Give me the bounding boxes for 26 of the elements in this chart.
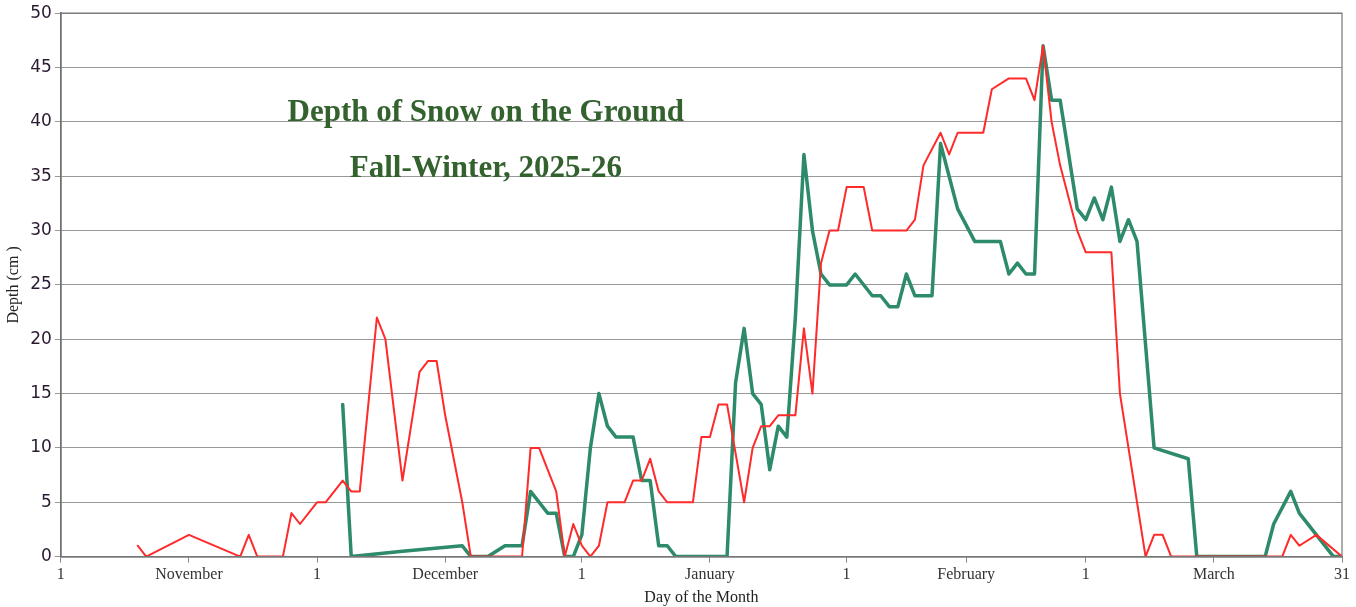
y-tick-label: 15 — [30, 382, 52, 402]
y-tick-label: 45 — [30, 55, 52, 76]
x-tick-label: February — [937, 565, 996, 584]
x-tick-label: 1 — [1081, 565, 1090, 583]
x-tick-label: 1 — [313, 565, 322, 583]
y-tick-label: 35 — [30, 164, 52, 185]
x-tick-label: November — [155, 565, 224, 583]
y-tick-label: 25 — [30, 273, 52, 294]
y-tick-label: 50 — [30, 1, 52, 22]
x-tick-label: 1 — [577, 565, 586, 583]
y-axis-title: Depth (cm ) — [3, 246, 22, 324]
x-tick-label: January — [685, 565, 735, 584]
x-axis-title: Day of the Month — [644, 587, 759, 606]
text: Fall-Winter, 2025-26 — [349, 149, 622, 185]
x-tick-label: 1 — [842, 565, 851, 583]
y-tick-label: 10 — [30, 436, 52, 457]
x-tick-label: March — [1193, 565, 1235, 583]
y-tick-label: 0 — [41, 545, 52, 566]
x-tick-label: 1 — [56, 565, 65, 583]
x-tick-label: December — [412, 565, 479, 583]
text: Depth of Snow on the Ground — [287, 93, 685, 129]
y-tick-label: 5 — [41, 490, 52, 511]
y-tick-label: 40 — [30, 110, 52, 131]
y-tick-label: 30 — [30, 218, 52, 239]
x-tick-label: 31 — [1334, 565, 1350, 583]
y-tick-label: 20 — [30, 327, 52, 348]
